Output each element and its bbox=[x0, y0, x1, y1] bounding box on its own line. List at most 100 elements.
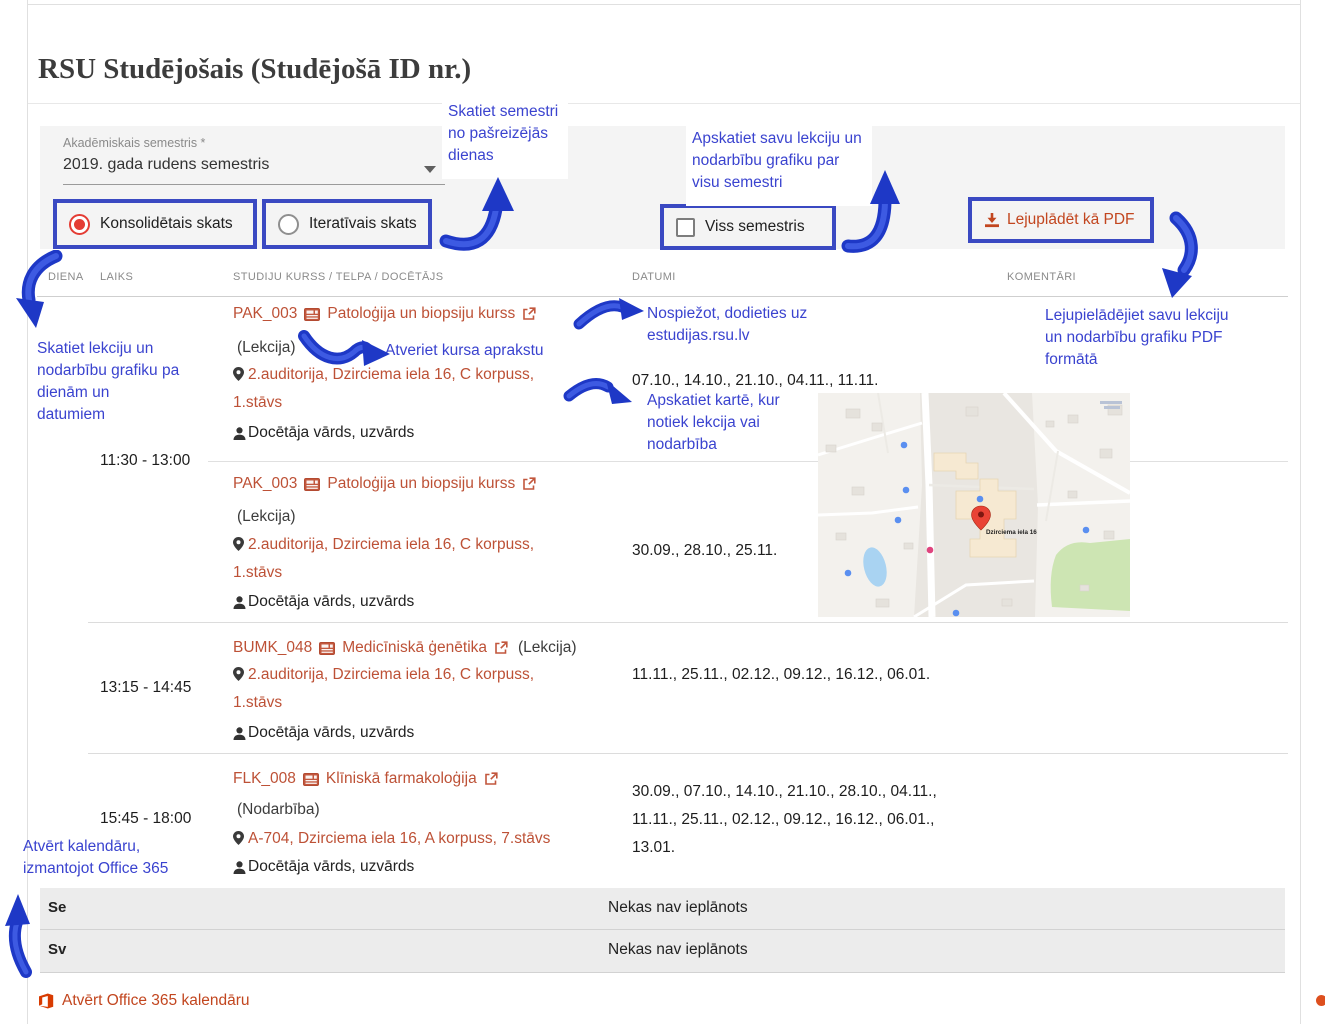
course-teacher: Docētāja vārds, uzvārds bbox=[233, 593, 414, 611]
external-link-icon[interactable] bbox=[522, 307, 536, 321]
download-pdf-highlight: Lejuplādēt kā PDF bbox=[968, 197, 1154, 243]
annotation-map: Apskatiet kartē, kur notiek lekcija vai … bbox=[647, 392, 780, 453]
download-icon bbox=[985, 212, 999, 227]
course-teacher-text: Docētāja vārds, uzvārds bbox=[248, 724, 415, 741]
radio-iterative-label[interactable]: Iteratīvais skats bbox=[309, 215, 417, 232]
page-title: RSU Studējošais (Studējošā ID nr.) bbox=[38, 53, 472, 86]
arrow-to-pdf-note bbox=[1162, 211, 1198, 298]
radio-consolidated-label[interactable]: Konsolidētais skats bbox=[100, 215, 233, 232]
arrow-to-office-link bbox=[5, 894, 32, 978]
semester-label: Akadēmiskais semestris * bbox=[63, 136, 206, 150]
consolidated-view-highlight: Konsolidētais skats bbox=[53, 199, 257, 249]
course-type: (Nodarbība) bbox=[237, 801, 320, 818]
course-dates: 30.09., 07.10., 14.10., 21.10., 28.10., … bbox=[632, 783, 937, 856]
course-type: (Lekcija) bbox=[237, 339, 296, 356]
map-pin-label: Dzirciema iela 16 bbox=[986, 529, 1037, 536]
day-label: Se bbox=[48, 899, 67, 916]
annotation-current-day: Skatiet semestri no pašreizējās dienas bbox=[442, 97, 569, 179]
person-icon bbox=[233, 726, 246, 740]
external-link-icon[interactable] bbox=[484, 772, 498, 786]
arrow-to-day-column bbox=[16, 250, 63, 328]
course-teacher-text: Docētāja vārds, uzvārds bbox=[248, 858, 415, 875]
course-location-text[interactable]: 2.auditorija, Dzirciema iela 16, C korpu… bbox=[233, 366, 535, 411]
arrow-to-full-semester bbox=[841, 170, 900, 253]
empty-row-text: Nekas nav ieplānots bbox=[608, 941, 748, 958]
external-link-icon[interactable] bbox=[522, 477, 536, 491]
annotation-estudijas: Nospiežot, dodieties uz estudijas.rsu.lv bbox=[647, 305, 808, 344]
row-inner-divider bbox=[208, 461, 1288, 462]
annotation-pdf: Lejupielādējiet savu lekciju un nodarbīb… bbox=[1045, 307, 1229, 368]
course-type: (Lekcija) bbox=[237, 508, 296, 525]
time-slot: 13:15 - 14:45 bbox=[100, 679, 192, 696]
course-name-link[interactable]: Medicīniskā ģenētika bbox=[342, 639, 488, 656]
office-icon-fragment bbox=[1316, 995, 1325, 1006]
location-map[interactable]: Dzirciema iela 16 bbox=[818, 393, 1130, 617]
time-slot: 15:45 - 18:00 bbox=[100, 810, 192, 827]
office-365-icon bbox=[39, 993, 54, 1009]
course-location-text[interactable]: 2.auditorija, Dzirciema iela 16, C korpu… bbox=[233, 536, 535, 581]
course-teacher: Docētāja vārds, uzvārds bbox=[233, 858, 414, 876]
annotation-office: Atvērt kalendāru, izmantojot Office 365 bbox=[23, 838, 169, 877]
person-icon bbox=[233, 595, 246, 609]
course-location[interactable]: A-704, Dzirciema iela 16, A korpuss, 7.s… bbox=[233, 825, 585, 853]
arrow-to-map bbox=[563, 378, 632, 404]
course-code-link[interactable]: PAK_003 bbox=[233, 475, 298, 492]
external-link-icon[interactable] bbox=[494, 641, 508, 655]
course-location[interactable]: 2.auditorija, Dzirciema iela 16, C korpu… bbox=[233, 531, 585, 587]
course-name-link[interactable]: Patoloģija un biopsiju kurss bbox=[327, 475, 516, 492]
header-divider bbox=[37, 296, 1288, 297]
map-red-pin-icon[interactable]: Dzirciema iela 16 bbox=[971, 505, 1038, 536]
person-icon bbox=[233, 426, 246, 440]
page-left-border bbox=[27, 0, 28, 1024]
table-row-sunday: Sv Nekas nav ieplānots bbox=[40, 930, 1285, 973]
course-teacher-text: Docētāja vārds, uzvārds bbox=[248, 424, 415, 441]
chevron-down-icon[interactable] bbox=[424, 166, 436, 173]
map-pin-icon bbox=[233, 367, 244, 381]
course-description-icon[interactable] bbox=[304, 477, 321, 491]
row-divider bbox=[88, 622, 1288, 623]
arrow-to-current-day bbox=[439, 177, 514, 251]
arrow-to-estudijas bbox=[573, 298, 644, 330]
map-pin-icon bbox=[233, 537, 244, 551]
course-description-icon[interactable] bbox=[319, 641, 336, 655]
col-header-kurss: STUDIJU KURSS / TELPA / DOCĒTĀJS bbox=[233, 271, 444, 283]
course-name-link[interactable]: Patoloģija un biopsiju kurss bbox=[327, 305, 516, 322]
course-location-text[interactable]: A-704, Dzirciema iela 16, A korpuss, 7.s… bbox=[248, 830, 551, 847]
full-semester-checkbox[interactable] bbox=[676, 217, 695, 237]
page-top-border bbox=[27, 4, 1300, 5]
annotation-by-days: Skatiet lekciju un nodarbību grafiku pa … bbox=[37, 340, 180, 423]
semester-select[interactable]: 2019. gada rudens semestris bbox=[63, 156, 270, 173]
course-dates: 07.10., 14.10., 21.10., 04.11., 11.11. bbox=[632, 372, 879, 389]
full-semester-label[interactable]: Viss semestris bbox=[705, 218, 805, 235]
table-row-saturday: Se Nekas nav ieplānots bbox=[40, 888, 1285, 930]
course-dates: 11.11., 25.11., 02.12., 09.12., 16.12., … bbox=[632, 666, 931, 683]
course-code-link[interactable]: FLK_008 bbox=[233, 770, 296, 787]
semester-underline bbox=[63, 184, 445, 185]
map-pin-icon bbox=[233, 831, 244, 845]
course-code-link[interactable]: PAK_003 bbox=[233, 305, 298, 322]
course-location[interactable]: 2.auditorija, Dzirciema iela 16, C korpu… bbox=[233, 661, 585, 717]
course-type: (Lekcija) bbox=[518, 639, 577, 656]
office-365-calendar-link[interactable]: Atvērt Office 365 kalendāru bbox=[38, 992, 250, 1010]
radio-consolidated-view[interactable] bbox=[69, 213, 90, 235]
download-pdf-link[interactable]: Lejuplādēt kā PDF bbox=[1007, 211, 1135, 228]
radio-iterative-view[interactable] bbox=[278, 213, 299, 235]
page-right-border bbox=[1300, 0, 1301, 1024]
course-name-link[interactable]: Klīniskā farmakoloģija bbox=[325, 770, 477, 787]
course-location[interactable]: 2.auditorija, Dzirciema iela 16, C korpu… bbox=[233, 361, 585, 417]
course-dates: 30.09., 28.10., 25.11. bbox=[632, 542, 778, 559]
empty-row-text: Nekas nav ieplānots bbox=[608, 899, 748, 916]
full-semester-highlight: Viss semestris bbox=[660, 204, 836, 250]
course-description-icon[interactable] bbox=[304, 307, 321, 321]
row-divider bbox=[88, 753, 1288, 754]
course-teacher-text: Docētāja vārds, uzvārds bbox=[248, 593, 415, 610]
office-365-link-label[interactable]: Atvērt Office 365 kalendāru bbox=[62, 992, 250, 1009]
course-teacher: Docētāja vārds, uzvārds bbox=[233, 724, 414, 742]
iterative-view-highlight: Iteratīvais skats bbox=[262, 199, 432, 249]
course-location-text[interactable]: 2.auditorija, Dzirciema iela 16, C korpu… bbox=[233, 666, 535, 711]
col-header-diena: DIENA bbox=[48, 271, 84, 283]
course-code-link[interactable]: BUMK_048 bbox=[233, 639, 313, 656]
course-description-icon[interactable] bbox=[302, 772, 319, 786]
col-header-datumi: DATUMI bbox=[632, 271, 676, 283]
